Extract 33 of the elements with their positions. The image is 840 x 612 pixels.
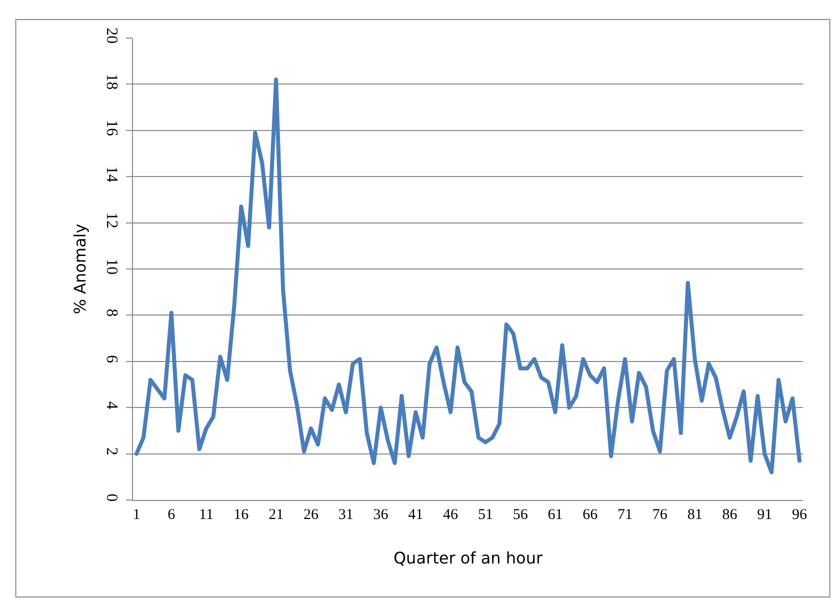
x-tick-label: 96 (792, 507, 808, 523)
y-tick-label: 0 (102, 494, 120, 502)
x-tick-label: 36 (373, 507, 389, 523)
x-tick-label: 41 (408, 507, 424, 523)
x-tick-label: 66 (582, 507, 598, 523)
x-tick-label: 6 (168, 507, 176, 523)
x-tick-label: 76 (652, 507, 668, 523)
x-tick-label: 81 (687, 507, 702, 523)
y-tick-label: 10 (102, 258, 120, 275)
y-tick-label: 8 (102, 308, 120, 317)
y-tick-label: 14 (102, 166, 120, 182)
x-tick-label: 26 (303, 507, 319, 523)
x-tick-label: 31 (338, 507, 354, 523)
x-tick-label: 11 (199, 507, 214, 523)
y-tick-label: 6 (102, 355, 120, 363)
y-tick-label: 20 (102, 28, 120, 44)
x-tick-label: 86 (722, 507, 738, 523)
y-tick-label: 16 (102, 120, 120, 136)
x-tick-label: 46 (443, 507, 459, 523)
y-tick-label: 2 (102, 447, 120, 456)
y-axis-title: % Anomaly (70, 224, 90, 314)
x-tick-label: 71 (618, 507, 633, 523)
x-tick-label: 1 (132, 507, 140, 523)
x-tick-label: 16 (234, 507, 250, 523)
y-tick-label: 4 (102, 401, 120, 410)
x-tick-label: 56 (512, 507, 528, 523)
x-tick-label: 51 (478, 507, 493, 523)
x-tick-label: 91 (757, 507, 772, 523)
y-tick-label: 18 (102, 74, 120, 90)
x-tick-label: 61 (548, 507, 563, 523)
y-tick-label: 12 (102, 212, 120, 228)
x-axis-title: Quarter of an hour (393, 548, 543, 568)
x-tick-label: 21 (268, 507, 284, 523)
